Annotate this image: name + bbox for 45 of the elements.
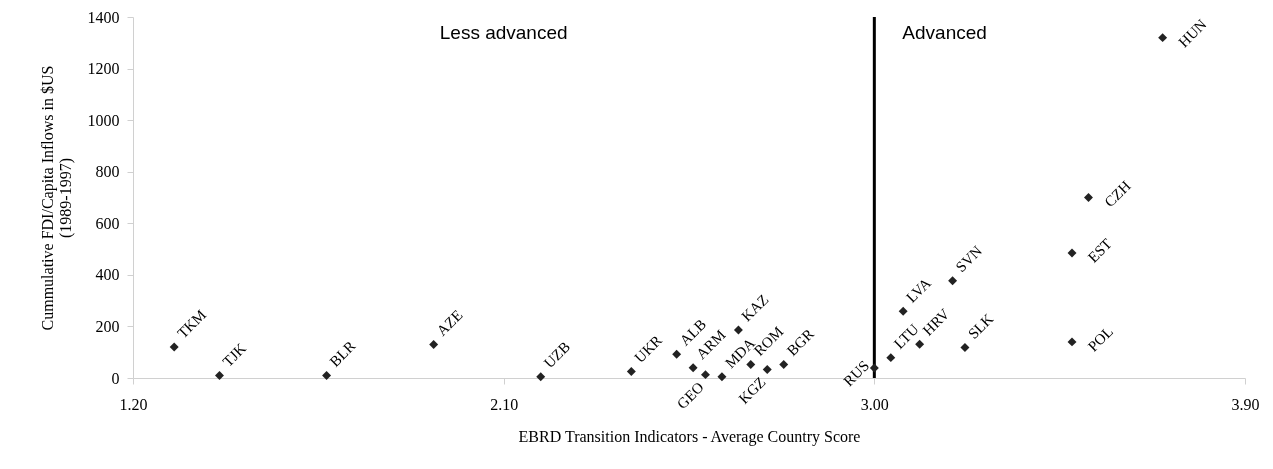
y-tick-label: 200 bbox=[95, 317, 120, 335]
annotation: UZB bbox=[540, 338, 574, 372]
point bbox=[1067, 337, 1077, 347]
y-tick-label: 800 bbox=[95, 163, 120, 181]
annotation: Less advanced bbox=[439, 22, 568, 43]
point bbox=[626, 367, 636, 377]
x-tick-label: 2.10 bbox=[490, 395, 519, 413]
point bbox=[688, 363, 698, 373]
point bbox=[536, 372, 546, 382]
annotation: EST bbox=[1084, 235, 1115, 266]
point bbox=[701, 370, 710, 380]
point bbox=[672, 349, 682, 359]
point bbox=[1067, 248, 1077, 258]
annotation: TJK bbox=[219, 340, 250, 370]
y-tick-label: 600 bbox=[95, 214, 120, 232]
annotation: Advanced bbox=[902, 22, 987, 43]
annotation: LVA bbox=[903, 274, 935, 306]
x-tick-label: 3.90 bbox=[1231, 395, 1260, 413]
point bbox=[960, 343, 970, 353]
point bbox=[169, 342, 179, 352]
y-tick-label: 1400 bbox=[87, 8, 120, 26]
point bbox=[898, 306, 908, 316]
x-axis-title: EBRD Transition Indicators - Average Country Score bbox=[518, 427, 861, 446]
annotation: BLR bbox=[326, 337, 359, 370]
point bbox=[762, 365, 772, 374]
point bbox=[869, 363, 879, 373]
y-axis-title: Cummulative FDI/Capita Inflows in $US (1989-1997) bbox=[38, 65, 75, 331]
x-tick-label: 3.00 bbox=[860, 395, 889, 413]
point bbox=[717, 372, 727, 382]
point bbox=[886, 353, 896, 363]
point bbox=[1084, 193, 1093, 202]
point bbox=[322, 370, 332, 380]
y-tick-label: 400 bbox=[95, 266, 120, 284]
x-tick-label: 1.20 bbox=[119, 395, 148, 413]
annotation: POL bbox=[1084, 323, 1117, 355]
point bbox=[733, 325, 743, 335]
annotation: GEO bbox=[673, 378, 708, 412]
point bbox=[948, 276, 958, 286]
y-tick-label: 1200 bbox=[87, 60, 120, 78]
point bbox=[779, 360, 789, 370]
point bbox=[1158, 33, 1168, 43]
point bbox=[215, 370, 224, 380]
point bbox=[429, 340, 439, 349]
y-tick-label: 0 bbox=[111, 369, 120, 387]
y-tick-label: 1000 bbox=[87, 111, 120, 129]
